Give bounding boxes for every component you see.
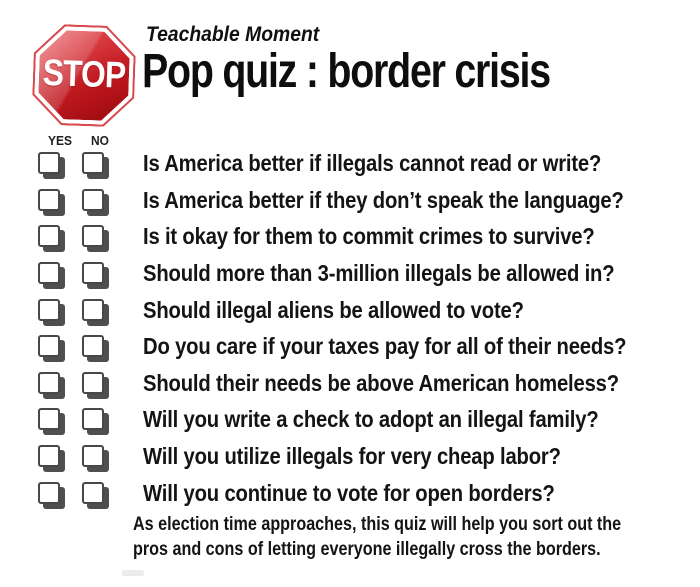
- quiz-row: Is it okay for them to commit crimes to …: [38, 223, 656, 250]
- question-text: Should their needs be above American hom…: [143, 370, 619, 396]
- yes-checkbox[interactable]: [38, 189, 60, 211]
- stop-sign-label: STOP: [42, 51, 127, 96]
- question-text: Should more than 3-million illegals be a…: [143, 260, 615, 286]
- no-checkbox[interactable]: [82, 482, 104, 504]
- yes-checkbox[interactable]: [38, 262, 60, 284]
- no-checkbox[interactable]: [82, 225, 104, 247]
- quiz-row: Should illegal aliens be allowed to vote…: [38, 297, 576, 324]
- yes-checkbox[interactable]: [38, 482, 60, 504]
- no-checkbox[interactable]: [82, 299, 104, 321]
- no-checkbox[interactable]: [82, 262, 104, 284]
- footer-line-1: As election time approaches, this quiz w…: [133, 514, 622, 535]
- quiz-row: Should their needs be above American hom…: [38, 370, 684, 397]
- no-checkbox[interactable]: [82, 335, 104, 357]
- question-text: Will you continue to vote for open borde…: [143, 480, 555, 506]
- yes-checkbox[interactable]: [38, 335, 60, 357]
- question-text: Is it okay for them to commit crimes to …: [143, 223, 595, 249]
- question-text: Do you care if your taxes pay for all of…: [143, 333, 627, 359]
- no-checkbox[interactable]: [82, 189, 104, 211]
- no-checkbox[interactable]: [82, 408, 104, 430]
- no-checkbox[interactable]: [82, 152, 104, 174]
- question-text: Is America better if they don’t speak th…: [143, 187, 624, 213]
- footer-line-2: pros and cons of letting everyone illega…: [133, 538, 601, 560]
- bottom-artifact: [122, 570, 144, 576]
- yes-checkbox[interactable]: [38, 445, 60, 467]
- question-text: Is America better if illegals cannot rea…: [143, 150, 602, 176]
- yes-checkbox[interactable]: [38, 299, 60, 321]
- question-text: Will you utilize illegals for very cheap…: [143, 443, 561, 469]
- page-title: Pop quiz : border crisis: [142, 45, 551, 98]
- footer-note: As election time approaches, this quiz w…: [133, 513, 621, 562]
- yes-checkbox[interactable]: [38, 225, 60, 247]
- yes-checkbox[interactable]: [38, 372, 60, 394]
- yes-column-label: YES: [48, 133, 72, 148]
- quiz-row: Do you care if your taxes pay for all of…: [38, 333, 692, 360]
- kicker-title: Teachable Moment: [146, 23, 320, 46]
- no-checkbox[interactable]: [82, 445, 104, 467]
- question-text: Should illegal aliens be allowed to vote…: [143, 297, 524, 323]
- quiz-row: Will you write a check to adopt an illeg…: [38, 406, 661, 433]
- quiz-row: Should more than 3-million illegals be a…: [38, 260, 679, 287]
- yes-checkbox[interactable]: [38, 152, 60, 174]
- quiz-row: Will you utilize illegals for very cheap…: [38, 443, 618, 470]
- stop-sign-icon: STOP: [31, 23, 136, 127]
- yes-checkbox[interactable]: [38, 408, 60, 430]
- no-checkbox[interactable]: [82, 372, 104, 394]
- quiz-row: Is America better if illegals cannot rea…: [38, 150, 664, 177]
- question-text: Will you write a check to adopt an illeg…: [143, 406, 599, 432]
- quiz-row: Will you continue to vote for open borde…: [38, 480, 611, 507]
- quiz-row: Is America better if they don’t speak th…: [38, 187, 689, 214]
- no-column-label: NO: [91, 133, 109, 148]
